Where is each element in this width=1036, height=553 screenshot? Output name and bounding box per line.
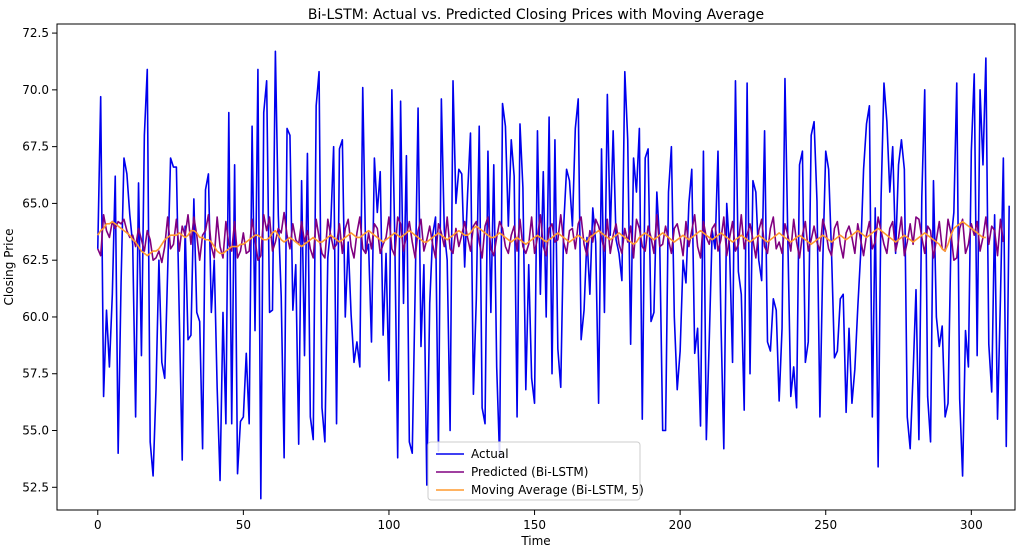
legend-label-actual: Actual xyxy=(471,447,509,461)
x-axis-label: Time xyxy=(520,534,550,548)
x-tick-label: 100 xyxy=(377,518,400,532)
x-tick-label: 200 xyxy=(669,518,692,532)
y-tick-label: 65.0 xyxy=(22,196,49,210)
x-tick-label: 0 xyxy=(94,518,102,532)
y-tick-label: 57.5 xyxy=(22,367,49,381)
legend: Actual Predicted (Bi-LSTM) Moving Averag… xyxy=(427,441,644,501)
y-axis-label: Closing Price xyxy=(2,229,16,306)
x-tick-label: 50 xyxy=(236,518,251,532)
x-tick-label: 300 xyxy=(960,518,983,532)
plot-frame xyxy=(56,23,1016,511)
series-line-0 xyxy=(96,50,1010,500)
y-tick-label: 55.0 xyxy=(22,424,49,438)
series-line-1 xyxy=(97,211,1005,264)
x-tick-label: 150 xyxy=(523,518,546,532)
legend-label-predicted: Predicted (Bi-LSTM) xyxy=(471,465,588,479)
chart-title: Bi-LSTM: Actual vs. Predicted Closing Pr… xyxy=(308,7,764,23)
y-tick-label: 72.5 xyxy=(22,26,49,40)
x-axis: 0 50 100 150 200 250 300 xyxy=(94,510,983,532)
y-axis: 52.5 55.0 57.5 60.0 62.5 65.0 67.5 70.0 72.5 xyxy=(22,26,57,494)
legend-box xyxy=(427,441,641,501)
y-tick-label: 67.5 xyxy=(22,140,49,154)
y-tick-label: 70.0 xyxy=(22,83,49,97)
y-tick-label: 60.0 xyxy=(22,310,49,324)
series-line-2 xyxy=(97,220,986,257)
y-tick-label: 62.5 xyxy=(22,253,49,267)
x-tick-label: 250 xyxy=(814,518,837,532)
legend-label-moving-average: Moving Average (Bi-LSTM, 5) xyxy=(471,483,644,497)
y-tick-label: 52.5 xyxy=(22,480,49,494)
plot-lines xyxy=(96,50,1010,500)
